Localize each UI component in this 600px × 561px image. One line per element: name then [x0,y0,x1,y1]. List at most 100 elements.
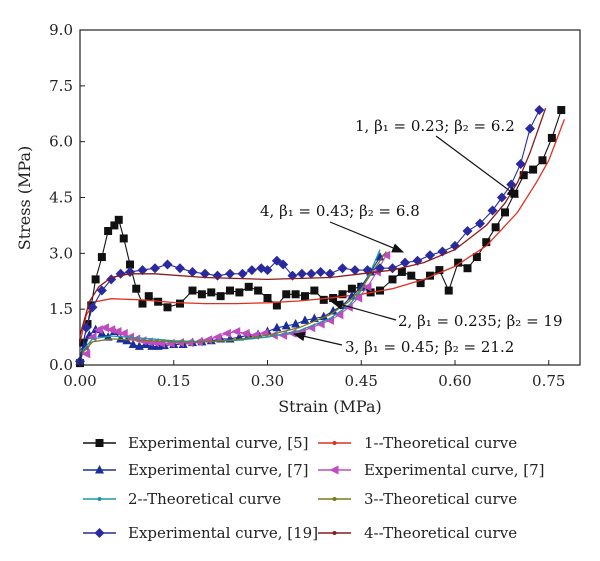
data-point [487,205,498,216]
data-point [143,337,153,347]
legend-item-7: Experimental curve, [19] [83,524,318,542]
legend: Experimental curve, [5] 1--Theoretical cu… [83,434,545,542]
data-point [325,268,335,279]
data-point [557,106,566,115]
series-line [79,251,387,357]
data-point [501,208,509,217]
data-point [175,263,185,274]
data-point [356,281,366,291]
annotation-curve-2: 2, β₁ = 0.235; β₂ = 19 [398,312,563,330]
x-axis: 0.00 0.15 0.30 0.45 0.60 0.75 [63,360,565,390]
data-point [381,250,391,260]
legend-swatch-marker [97,497,102,501]
series-line [79,119,566,343]
data-point [96,285,107,296]
data-point [353,293,363,303]
y-axis: 0.0 1.5 3.0 4.5 6.0 7.5 9.0 [49,21,85,374]
legend-label: Experimental curve, [7] [364,461,545,479]
data-point [397,267,406,276]
data-point [310,286,319,295]
data-point [347,284,356,293]
data-point [343,302,353,312]
data-point [435,266,444,275]
data-point [131,334,141,344]
data-point [187,266,198,277]
data-point [207,288,216,297]
annotation-curve-3: 3, β₁ = 0.45; β₂ = 21.2 [345,338,514,356]
data-point [200,268,210,279]
data-point [163,303,172,312]
data-point [97,253,106,262]
data-point [212,332,222,342]
data-point [362,282,372,292]
data-point [137,265,148,276]
series-5 [79,249,381,355]
legend-item-1: Experimental curve, [5] [83,434,309,452]
data-point [231,327,241,336]
data-point [237,268,248,279]
data-point [529,165,538,174]
data-point [115,268,126,279]
data-point [525,123,535,134]
data-point [246,265,257,276]
data-point [118,328,128,338]
y-tick-label: 6.0 [49,133,73,151]
data-point [338,290,347,299]
data-point [282,290,291,299]
data-point [272,322,282,332]
data-point [301,292,309,301]
data-point [475,218,485,229]
data-point [150,263,160,274]
data-point [104,227,113,235]
data-point [176,299,184,308]
data-point [112,327,122,336]
data-point [315,266,326,277]
data-point [291,290,300,299]
data-point [138,299,147,308]
data-point [291,319,301,328]
data-point [296,268,307,279]
data-point [337,263,348,274]
data-point [491,223,500,232]
series-line [79,107,547,336]
y-axis-title: Stress (MPa) [15,146,34,250]
data-point [119,234,128,243]
data-point [244,282,253,291]
data-point [81,322,92,333]
x-tick-label: 0.45 [345,372,378,390]
y-tick-label: 4.5 [49,189,73,207]
data-point [91,275,100,284]
legend-item-3: Experimental curve, [7] [83,461,309,479]
legend-swatch-marker [95,439,104,447]
data-point [515,159,526,169]
annotation-arrow-3 [292,331,343,346]
x-tick-label: 0.75 [532,372,565,390]
legend-label: 2--Theoretical curve [128,490,281,508]
data-point [221,328,231,338]
data-point [519,171,528,180]
data-point [197,290,206,299]
data-point [350,265,360,276]
legend-item-2: 1--Theoretical curve [318,434,517,452]
series-8 [79,107,547,336]
legend-swatch-marker [94,528,105,538]
data-point [144,292,153,301]
data-point [325,315,334,325]
x-tick-label: 0.30 [251,372,284,390]
data-point [87,332,97,342]
x-axis-title: Strain (MPa) [278,397,382,416]
data-point [240,328,250,338]
data-point [106,325,116,335]
data-point [162,259,173,270]
data-point [319,295,328,304]
data-point [226,286,234,295]
data-point [454,258,463,267]
y-tick-label: 3.0 [49,244,73,262]
legend-label: 1--Theoretical curve [364,434,517,452]
y-tick-label: 9.0 [49,21,73,39]
data-point [87,302,98,313]
data-point [281,320,291,330]
y-tick-label: 0.0 [49,356,73,374]
x-tick-label: 0.15 [157,372,190,390]
data-point [472,253,481,262]
